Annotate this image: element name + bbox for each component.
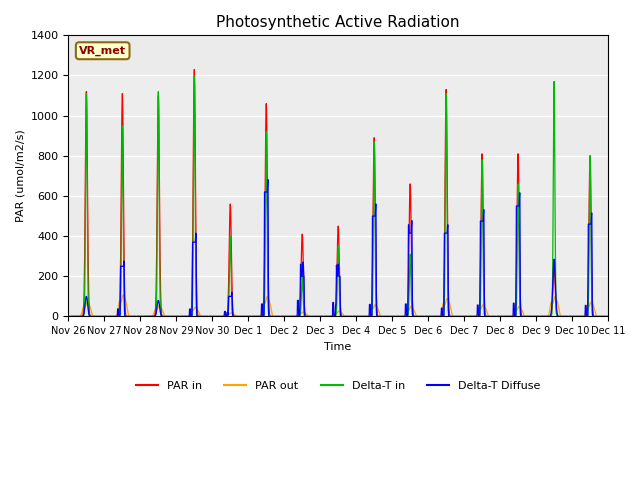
Legend: PAR in, PAR out, Delta-T in, Delta-T Diffuse: PAR in, PAR out, Delta-T in, Delta-T Dif… <box>131 376 545 395</box>
Bar <box>68 156 608 196</box>
Y-axis label: PAR (umol/m2/s): PAR (umol/m2/s) <box>15 130 25 222</box>
Bar <box>68 75 608 116</box>
Text: VR_met: VR_met <box>79 46 126 56</box>
X-axis label: Time: Time <box>324 342 352 352</box>
Bar <box>68 0 608 36</box>
Bar <box>68 236 608 276</box>
Title: Photosynthetic Active Radiation: Photosynthetic Active Radiation <box>216 15 460 30</box>
